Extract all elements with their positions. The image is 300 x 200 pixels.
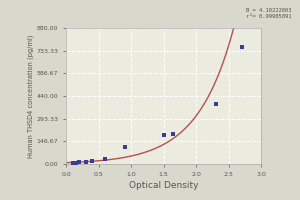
Text: B = 4.10222003
r²= 0.99985891: B = 4.10222003 r²= 0.99985891 — [245, 8, 291, 19]
Point — [239, 45, 244, 48]
Point — [70, 162, 75, 165]
Point — [73, 161, 78, 164]
X-axis label: Optical Density: Optical Density — [129, 181, 198, 190]
Y-axis label: Human THSD4 concentration (pg/ml): Human THSD4 concentration (pg/ml) — [27, 34, 34, 158]
Point — [103, 158, 107, 161]
Point — [161, 134, 166, 137]
Point — [83, 160, 88, 163]
Point — [76, 161, 81, 164]
Point — [171, 132, 176, 135]
Point — [213, 102, 218, 105]
Point — [90, 160, 94, 163]
Point — [122, 145, 127, 149]
